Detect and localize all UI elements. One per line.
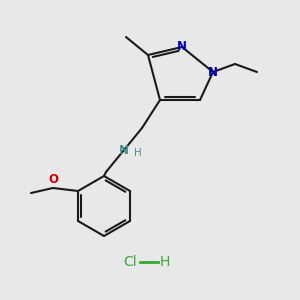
Text: N: N (208, 65, 218, 79)
Text: O: O (48, 173, 58, 186)
Text: N: N (177, 40, 187, 53)
Text: Cl: Cl (123, 255, 137, 269)
Text: H: H (160, 255, 170, 269)
Text: N: N (119, 143, 129, 157)
Text: H: H (134, 148, 142, 158)
